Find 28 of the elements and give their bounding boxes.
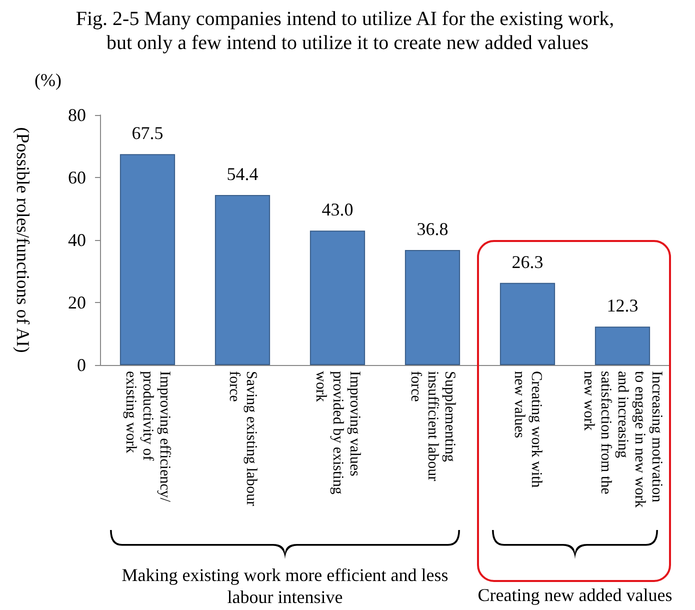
- bar: [120, 154, 176, 365]
- y-tick-label: 0: [77, 355, 86, 375]
- y-tick-label: 80: [68, 105, 86, 125]
- x-tick-label: Supplementing insufficient labour force: [408, 371, 458, 482]
- bar: [500, 282, 556, 365]
- y-axis-title: (Possible roles/functions of AI): [13, 127, 33, 353]
- data-label: 67.5: [132, 123, 164, 144]
- chart-title: Fig. 2-5 Many companies intend to utilize AI for the existing work, but only a few intend to utilize it to create new added values: [76, 8, 620, 54]
- bar: [310, 230, 366, 365]
- y-tick-label: 20: [68, 292, 86, 312]
- data-label: 54.4: [226, 164, 258, 184]
- x-tick-label: Increasing motivation to engage in new work and increasing satisfaction from the new work: [580, 371, 664, 508]
- text: Making existing work more efficient and less labour intensive: [120, 564, 450, 608]
- data-label: 36.8: [416, 219, 448, 239]
- bar: [594, 326, 650, 365]
- bar: [214, 195, 270, 365]
- data-label: 12.3: [606, 296, 638, 316]
- x-tick-label: Improving efficiency/ productivity of existing work: [122, 371, 172, 503]
- y-tick-label: 60: [68, 168, 86, 188]
- text: Creating new added values: [476, 584, 674, 606]
- text: (%): [34, 69, 62, 91]
- y-tick-label: 40: [68, 230, 86, 250]
- bar: [404, 250, 460, 365]
- data-label: 43.0: [322, 200, 354, 220]
- x-tick-label: Improving values provided by existing work: [312, 371, 362, 495]
- x-tick-label: Creating work with new values: [511, 371, 544, 488]
- data-label: 26.3: [512, 252, 544, 272]
- x-tick-label: Saving existing labour force: [226, 371, 259, 506]
